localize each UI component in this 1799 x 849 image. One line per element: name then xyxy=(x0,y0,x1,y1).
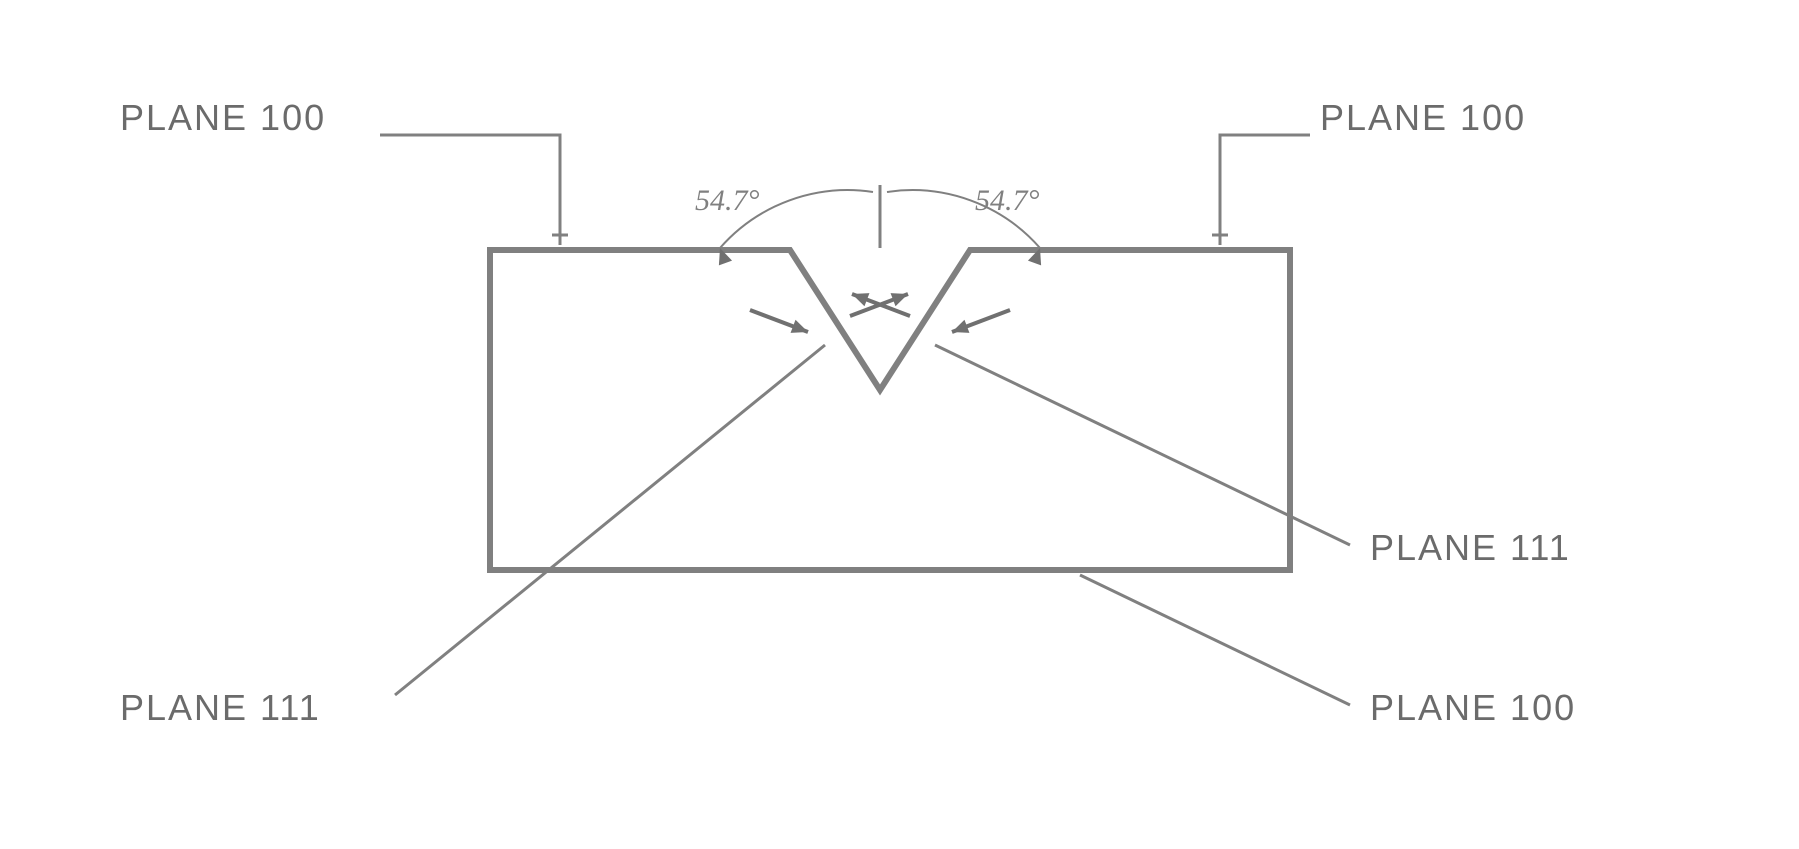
label-plane100-top-right: PLANE 100 xyxy=(1320,97,1526,138)
leader-plane100-top-left xyxy=(380,135,560,245)
leader-plane100-bottom xyxy=(1080,575,1350,705)
label-plane100-bottom-right: PLANE 100 xyxy=(1370,687,1576,728)
label-angle-left: 54.7° xyxy=(695,184,760,217)
label-plane111-left: PLANE 111 xyxy=(120,687,321,728)
leader-plane111-left xyxy=(395,345,825,695)
wafer-outline xyxy=(490,250,1290,570)
label-plane111-right: PLANE 111 xyxy=(1370,527,1571,568)
leader-plane100-top-right xyxy=(1220,135,1310,245)
crystal-plane-diagram: PLANE 100 PLANE 100 PLANE 111 PLANE 100 PLAN… xyxy=(0,0,1799,849)
label-angle-right: 54.7° xyxy=(975,184,1040,217)
label-plane100-top-left: PLANE 100 xyxy=(120,97,326,138)
